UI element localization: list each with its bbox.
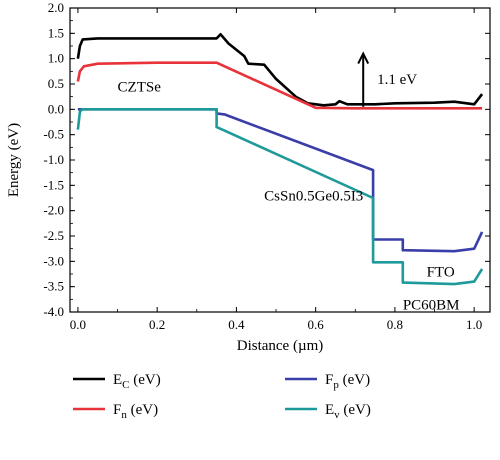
y-tick-label: -4.0: [43, 304, 64, 319]
series-line-ec: [76, 33, 484, 107]
x-tick-label: 0.0: [70, 317, 86, 332]
plot-area: 2.0 1.5 1.0 0.5 0.0 -0.5 -1.0 -1.5 -2.0 -2.5 -3.0 -…: [6, 0, 491, 354]
y-tick-label: 0.0: [48, 101, 64, 116]
y-tick-label: -1.5: [43, 177, 64, 192]
y-tick-label: -0.5: [43, 127, 64, 142]
legend-label: EC (eV): [113, 372, 161, 391]
annotation-label: CZTSe: [118, 80, 162, 96]
x-tick-label: 1.0: [466, 317, 482, 332]
y-tick-label: -1.0: [43, 152, 64, 167]
y-tick-label: -2.0: [43, 203, 64, 218]
y-tick-label: 1.5: [48, 25, 64, 40]
arrow-head: [357, 51, 370, 65]
annotation-label: PC60BM: [403, 297, 460, 313]
annotation-label: FTO: [427, 264, 455, 280]
series-line-fn: [76, 61, 483, 110]
y-tick-label: -3.5: [43, 279, 64, 294]
y-tick-label: -2.5: [43, 228, 64, 243]
legend-label: Fn (eV): [113, 402, 158, 421]
x-tick-label: 0.8: [387, 317, 403, 332]
annotation-label: 1.1 eV: [377, 72, 417, 88]
y-axis-label: Energy (eV): [6, 123, 22, 197]
annotation-label: CsSn0.5Ge0.5I3: [264, 188, 363, 204]
x-axis-label: Distance (µm): [237, 338, 324, 354]
legend-label: Fp (eV): [325, 372, 370, 391]
y-tick-label: 2.0: [48, 0, 64, 15]
y-tick-label: 1.0: [48, 51, 64, 66]
legend: EC (eV) Fp (eV) Fn (eV) Ev (eV): [73, 372, 371, 421]
series-line-fp: [77, 108, 484, 253]
series-line-ev: [76, 108, 484, 286]
x-tick-label: 0.4: [228, 317, 245, 332]
x-tick-label: 0.6: [308, 317, 325, 332]
y-tick-label: -3.0: [43, 253, 64, 268]
legend-label: Ev (eV): [325, 402, 371, 421]
y-tick-label: 0.5: [48, 76, 64, 91]
x-tick-label: 0.2: [149, 317, 165, 332]
